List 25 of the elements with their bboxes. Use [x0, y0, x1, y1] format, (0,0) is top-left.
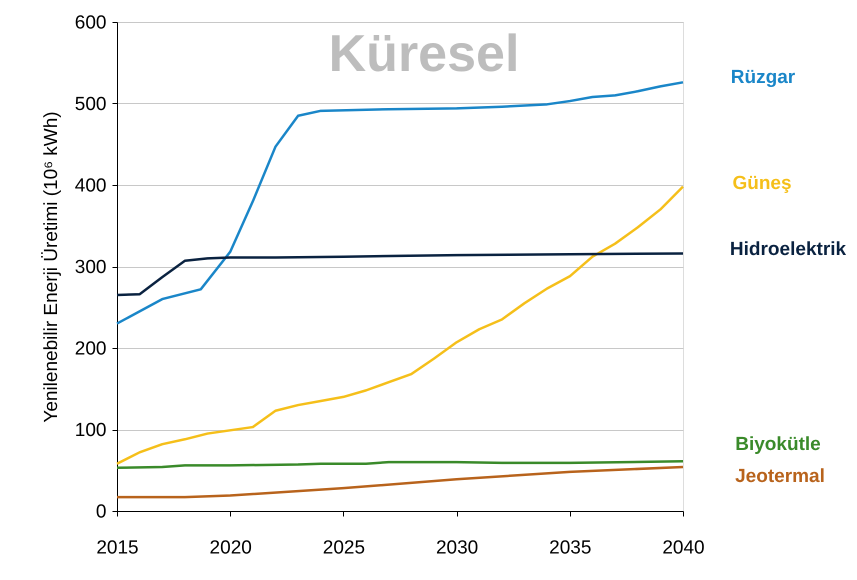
- y-tick-label: 300: [74, 257, 106, 278]
- y-tick-label: 0: [96, 502, 106, 522]
- line-series: [116, 466, 684, 498]
- x-tick-label: 2020: [210, 538, 252, 558]
- y-tick-label: 400: [74, 176, 106, 196]
- y-tick-label: 100: [74, 420, 106, 441]
- text: Hidroelektrik: [730, 239, 847, 260]
- annotation: Küresel: [328, 25, 520, 83]
- y-tick-label: 600: [74, 12, 106, 34]
- line-series: [116, 185, 684, 465]
- line-series: [116, 81, 684, 325]
- x-tick-label: 2040: [662, 538, 705, 558]
- x-tick-label: 2030: [436, 538, 478, 558]
- text: Biyokütle: [735, 434, 821, 455]
- line-series: [116, 460, 684, 470]
- text: Rüzgar: [730, 67, 796, 88]
- line-series: [116, 252, 684, 296]
- x-tick-label: 2025: [322, 538, 366, 558]
- x-tick-label: 2035: [549, 538, 592, 558]
- y-axis-title: Yenilenebilir Enerji Üretimi (10⁶ kWh): [40, 111, 62, 423]
- text: Jeotermal: [735, 466, 825, 487]
- text: Güneş: [732, 173, 792, 194]
- y-tick-label: 200: [74, 338, 106, 360]
- y-tick-label: 500: [74, 94, 106, 115]
- x-tick-label: 2015: [96, 538, 139, 558]
